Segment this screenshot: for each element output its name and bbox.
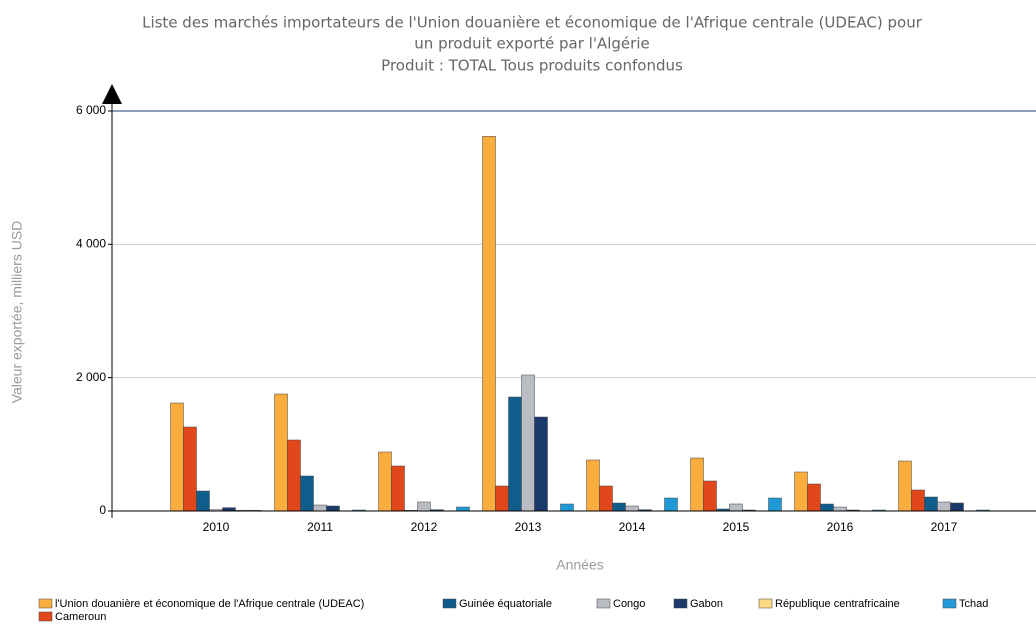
legend-swatch — [758, 598, 773, 609]
bar — [703, 480, 717, 512]
bar — [326, 505, 340, 512]
chart-subtitle: Produit : TOTAL Tous produits confondus — [381, 57, 683, 75]
legend-label: République centrafricaine — [775, 598, 900, 610]
x-tick-label: 2013 — [515, 520, 542, 534]
y-axis-label: Valeur exportée, milliers USD — [9, 221, 25, 404]
legend-swatch — [942, 598, 957, 609]
legend-swatch — [596, 598, 611, 609]
y-tick-label: 2 000 — [76, 370, 106, 384]
bar — [612, 502, 626, 512]
bar — [807, 483, 821, 512]
legend-swatch — [442, 598, 457, 609]
bar — [937, 501, 951, 512]
bar — [378, 451, 392, 512]
bar — [820, 503, 834, 512]
bar — [586, 459, 600, 512]
y-tick-label: 0 — [99, 503, 106, 517]
bar — [560, 503, 574, 512]
legend-label: Gabon — [690, 598, 723, 610]
y-tick-label: 4 000 — [76, 237, 106, 251]
legend-swatch — [673, 598, 688, 609]
bar — [599, 485, 613, 512]
bar — [313, 504, 327, 512]
bar — [625, 505, 639, 512]
bar — [898, 460, 912, 512]
y-tick-label: 6 000 — [76, 103, 106, 117]
bar — [924, 496, 938, 512]
bar — [456, 506, 470, 512]
bar — [911, 489, 925, 512]
bar — [534, 416, 548, 512]
bar — [300, 475, 314, 512]
x-tick-label: 2011 — [307, 520, 333, 534]
x-axis-label: Années — [556, 557, 603, 573]
bar — [391, 465, 405, 512]
chart-title: Liste des marchés importateurs de l'Unio… — [142, 14, 923, 32]
legend-label: Tchad — [959, 598, 988, 610]
x-tick-label: 2012 — [411, 520, 438, 534]
x-tick-label: 2014 — [619, 520, 646, 534]
x-tick-label: 2010 — [203, 520, 230, 534]
bar — [950, 502, 964, 512]
x-tick-label: 2017 — [931, 520, 958, 534]
bar — [768, 497, 782, 512]
legend-swatch — [38, 598, 53, 609]
legend-label: Congo — [613, 598, 645, 610]
bar — [508, 396, 522, 512]
legend: l'Union douanière et économique de l'Afr… — [38, 598, 988, 623]
axis-arrow — [102, 84, 122, 104]
grid — [108, 110, 1036, 512]
bar — [495, 485, 509, 512]
bar — [183, 426, 197, 512]
bar — [664, 497, 678, 512]
bar — [729, 503, 743, 512]
legend-label: Guinée équatoriale — [459, 598, 552, 610]
bar — [417, 501, 431, 512]
bars — [170, 136, 990, 512]
bar — [170, 402, 184, 512]
bar — [196, 490, 210, 512]
bar — [521, 374, 535, 512]
bar — [287, 439, 301, 512]
bar — [482, 136, 496, 512]
x-tick-label: 2015 — [723, 520, 750, 534]
chart-title: un produit exporté par l'Algérie — [414, 35, 649, 53]
x-tick-label: 2016 — [827, 520, 854, 534]
legend-label: l'Union douanière et économique de l'Afr… — [55, 598, 364, 610]
legend-label: Cameroun — [55, 611, 106, 622]
bar — [794, 471, 808, 512]
bar — [690, 457, 704, 512]
bar — [274, 393, 288, 512]
bar — [833, 506, 847, 512]
legend-swatch — [38, 611, 53, 622]
